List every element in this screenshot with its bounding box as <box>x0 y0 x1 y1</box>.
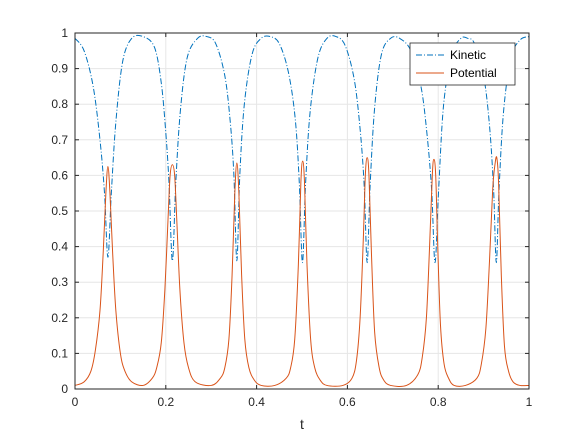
grid <box>74 32 530 390</box>
y-tick-label: 0.5 <box>51 204 68 218</box>
x-axis-label: t <box>300 416 304 432</box>
y-tick-label: 0.2 <box>51 311 68 325</box>
y-tick-label: 0.8 <box>51 97 68 111</box>
x-tick-label: 0.2 <box>157 395 174 409</box>
y-tick-label: 0.6 <box>51 168 68 182</box>
x-tick-label: 0.6 <box>339 395 356 409</box>
x-tick-label: 0 <box>72 395 79 409</box>
axis-ticks: 0 0.2 0.4 0.6 0.8 1 0 0.1 0.2 0.3 0.4 0.5 0.6 0.7 0.8 0… <box>51 26 532 409</box>
y-tick-label: 0.1 <box>51 346 68 360</box>
series-line-kinetic <box>74 34 530 264</box>
legend-label-kinetic: Kinetic <box>450 48 486 62</box>
plot-series <box>74 34 530 387</box>
legend: Kinetic Potential <box>409 42 516 86</box>
x-tick-label: 0.4 <box>248 395 265 409</box>
y-tick-label: 1 <box>61 26 68 40</box>
y-tick-label: 0.3 <box>51 275 68 289</box>
y-tick-label: 0.7 <box>51 133 68 147</box>
legend-label-potential: Potential <box>450 66 497 80</box>
series-line-potential <box>74 156 530 387</box>
y-tick-label: 0.9 <box>51 62 68 76</box>
x-tick-label: 1 <box>526 395 533 409</box>
y-tick-label: 0.4 <box>51 240 68 254</box>
x-tick-label: 0.8 <box>430 395 447 409</box>
legend-box <box>409 42 516 86</box>
y-tick-label: 0 <box>61 382 68 396</box>
